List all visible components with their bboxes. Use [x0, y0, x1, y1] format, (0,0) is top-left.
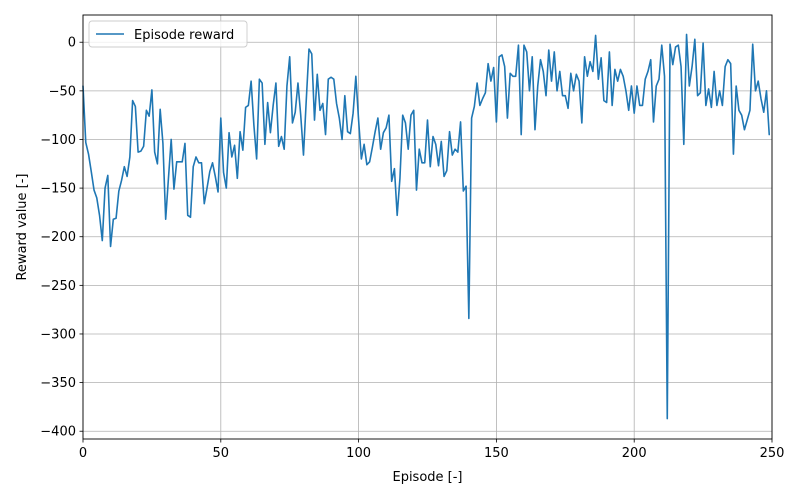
legend-box — [88, 20, 248, 48]
y-tick-label: −150 — [40, 182, 76, 197]
y-axis-label: Reward value [-] — [15, 173, 30, 280]
plot-frame — [82, 14, 773, 440]
y-tick-label: −250 — [40, 279, 76, 294]
y-tick-label: −400 — [40, 425, 76, 440]
legend: Episode reward — [88, 20, 248, 48]
legend-label-episode-reward: Episode reward — [134, 28, 234, 43]
y-tick-label: 0 — [68, 36, 76, 51]
x-tick-label: 150 — [484, 446, 509, 461]
y-tick-label: −200 — [40, 230, 76, 245]
series-layer — [82, 33, 771, 420]
series-line-episode-reward — [82, 33, 771, 420]
x-tick-label: 200 — [622, 446, 647, 461]
x-tick-label: 100 — [346, 446, 371, 461]
y-tick-label: −50 — [49, 84, 76, 99]
x-tick-label: 0 — [79, 446, 87, 461]
y-tick-label: −100 — [40, 133, 76, 148]
y-tick-label: −300 — [40, 327, 76, 342]
x-tick-label: 250 — [760, 446, 785, 461]
ticks: 0 50 100 150 200 250 0 −50 −100 −150 −200 −250 −300 −… — [40, 36, 784, 461]
x-tick-label: 50 — [213, 446, 230, 461]
gridlines — [82, 15, 773, 439]
y-tick-label: −350 — [40, 376, 76, 391]
x-axis-label: Episode [-] — [392, 470, 462, 485]
